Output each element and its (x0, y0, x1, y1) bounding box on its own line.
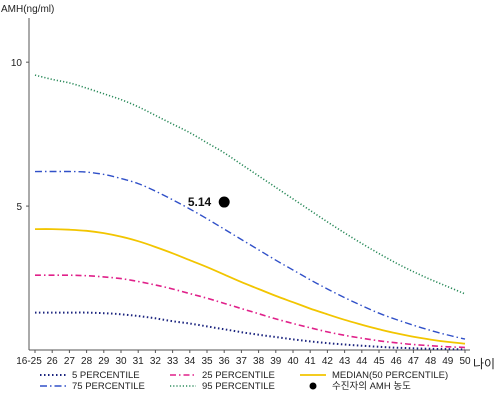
x-axis-label: 나이 (473, 357, 495, 371)
x-tick-label: 26 (47, 356, 59, 367)
x-tick-label: 29 (98, 356, 110, 367)
x-tick-label: 32 (150, 356, 162, 367)
x-tick-label: 27 (64, 356, 76, 367)
x-tick-label: 39 (270, 356, 282, 367)
series-line-5 (34, 74, 466, 295)
x-tick-label: 38 (253, 356, 265, 367)
y-tick-label: 10 (11, 58, 23, 69)
y-tick-label: 5 (16, 202, 22, 213)
y-ticks: 5 10 (11, 58, 29, 213)
legend-patient-swatch (309, 382, 317, 390)
x-tick-label: 48 (425, 356, 437, 367)
x-tick-label: 50 (459, 356, 471, 367)
patient-point (218, 196, 230, 208)
x-tick-label: 33 (167, 356, 179, 367)
x-tick-label: 16-25 (16, 356, 42, 367)
x-ticks: 16-25 26 27 28 29 30 31 32 33 34 35 36 37 38 39 40 41 42 4… (16, 350, 471, 367)
x-tick-label: 31 (133, 356, 145, 367)
legend-patient-label: 수진자의 AMH 농도 (332, 381, 411, 392)
x-tick-label: 41 (305, 356, 317, 367)
legend-label-5: 95 PERCENTILE (202, 381, 275, 392)
x-tick-label: 36 (219, 356, 231, 367)
x-tick-label: 34 (184, 356, 196, 367)
y-axis-label: AMH(ng/ml) (1, 4, 54, 15)
legend-label-2: 25 PERCENTILE (202, 370, 275, 381)
legend-label-4: 75 PERCENTILE (72, 381, 145, 392)
series-line-2 (34, 274, 466, 349)
x-tick-label: 30 (115, 356, 127, 367)
x-tick-label: 35 (201, 356, 213, 367)
series-lines (34, 74, 466, 351)
x-tick-label: 40 (287, 356, 299, 367)
series-line-1 (34, 311, 466, 351)
x-tick-label: 37 (236, 356, 248, 367)
legend: 5 PERCENTILE 25 PERCENTILE MEDIAN(50 PERCE… (40, 370, 448, 392)
series-line-4 (34, 170, 466, 340)
patient-value-label: 5.14 (188, 195, 212, 209)
legend-label-3: MEDIAN(50 PERCENTILE) (332, 370, 448, 381)
x-tick-label: 49 (442, 356, 454, 367)
x-tick-label: 28 (81, 356, 93, 367)
series-line-3 (34, 228, 466, 345)
x-tick-label: 45 (373, 356, 385, 367)
x-tick-label: 42 (322, 356, 334, 367)
legend-label-1: 5 PERCENTILE (72, 370, 140, 381)
x-tick-label: 43 (339, 356, 351, 367)
x-tick-label: 44 (356, 356, 368, 367)
x-tick-label: 47 (408, 356, 420, 367)
x-tick-label: 46 (391, 356, 403, 367)
patient-marker-group: 5.14 (188, 195, 230, 209)
